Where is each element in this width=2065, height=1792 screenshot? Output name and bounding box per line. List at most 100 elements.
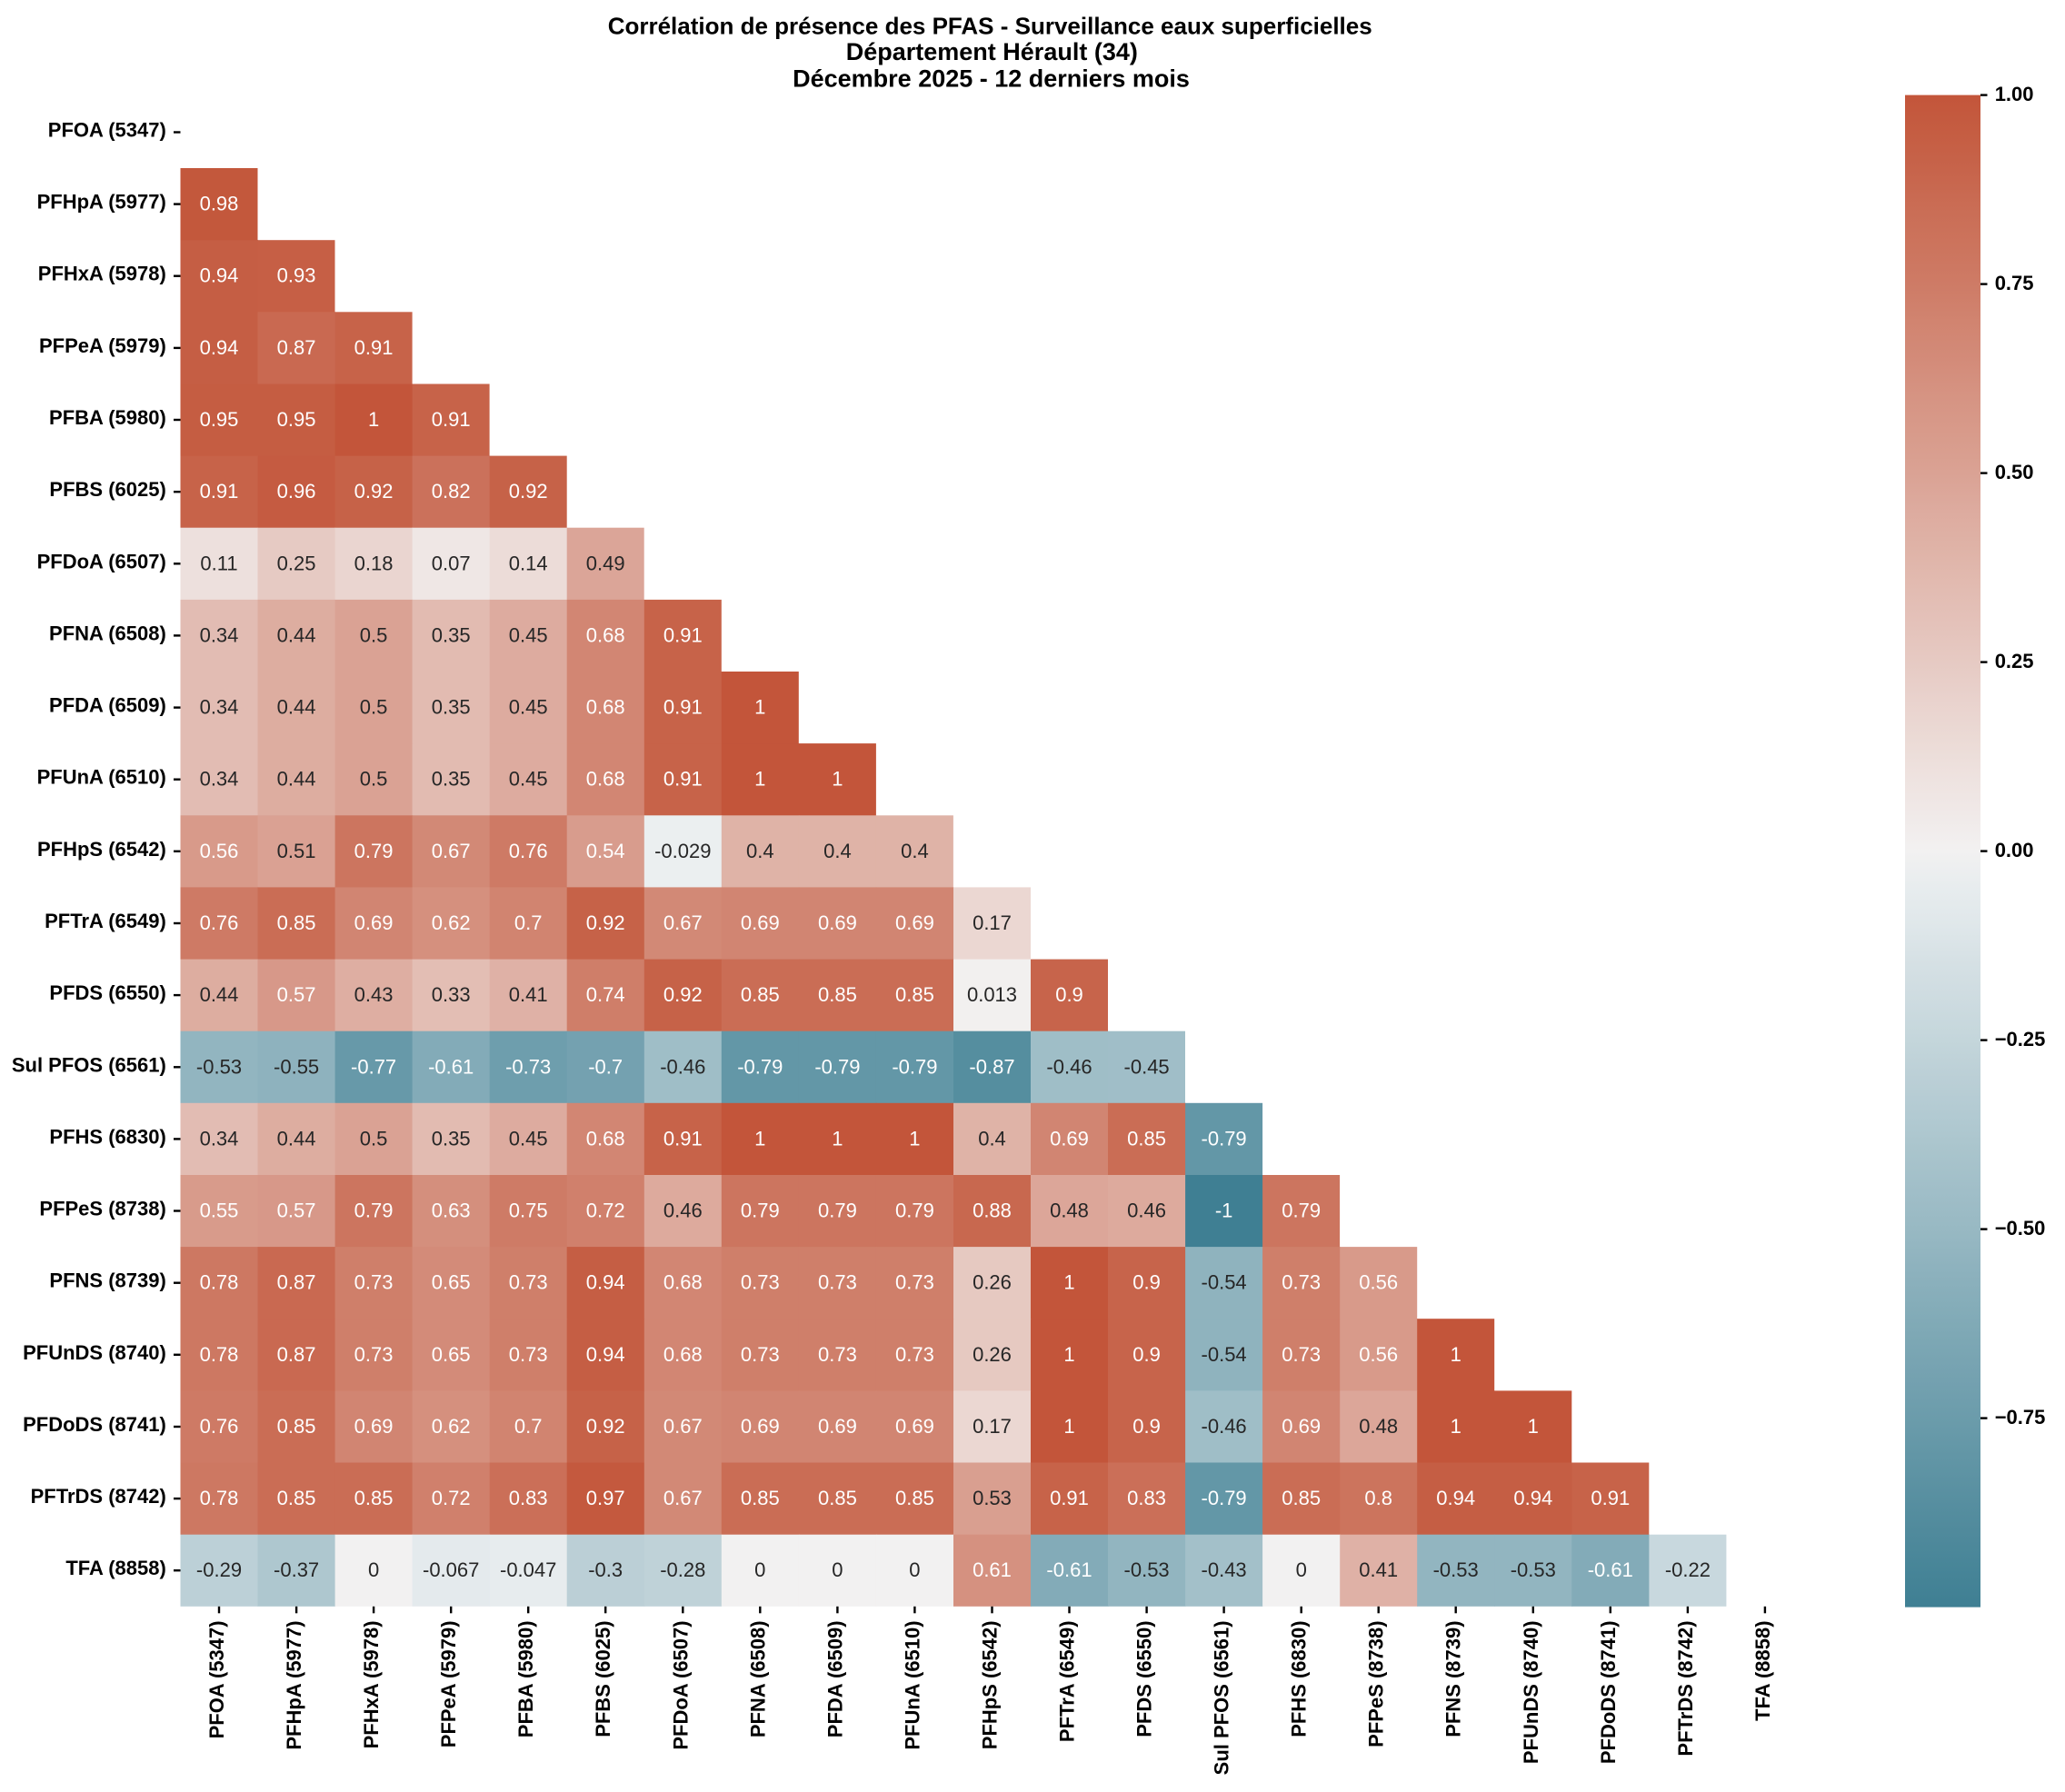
svg-text:0.95: 0.95 [277, 408, 316, 431]
svg-text:0.85: 0.85 [818, 1487, 857, 1509]
svg-text:0.41: 0.41 [1359, 1558, 1398, 1581]
svg-text:PFHS (6830): PFHS (6830) [49, 1125, 165, 1148]
svg-text:0.79: 0.79 [354, 840, 394, 862]
svg-text:0.68: 0.68 [663, 1271, 703, 1294]
svg-text:1: 1 [754, 696, 765, 719]
svg-text:0.68: 0.68 [586, 623, 625, 646]
svg-text:0.85: 0.85 [277, 1415, 316, 1438]
svg-text:0.73: 0.73 [509, 1343, 548, 1366]
svg-text:0.65: 0.65 [432, 1271, 471, 1294]
svg-text:0.73: 0.73 [895, 1271, 934, 1294]
svg-text:0.25: 0.25 [1995, 650, 2034, 672]
svg-text:TFA (8858): TFA (8858) [1751, 1620, 1774, 1720]
svg-text:0.91: 0.91 [663, 768, 703, 791]
svg-text:0.67: 0.67 [663, 1415, 703, 1438]
svg-text:0.18: 0.18 [354, 552, 394, 574]
svg-text:0.87: 0.87 [277, 1271, 316, 1294]
svg-text:0: 0 [909, 1558, 920, 1581]
svg-text:0.78: 0.78 [200, 1271, 239, 1294]
svg-text:0.85: 0.85 [741, 983, 780, 1006]
svg-text:0.91: 0.91 [354, 336, 394, 359]
svg-text:-0.28: -0.28 [660, 1558, 705, 1581]
svg-text:0.55: 0.55 [200, 1200, 239, 1222]
svg-text:0.56: 0.56 [200, 840, 239, 862]
svg-text:1: 1 [832, 768, 843, 791]
svg-text:-0.79: -0.79 [1202, 1487, 1247, 1509]
svg-text:PFHxA (5978): PFHxA (5978) [360, 1620, 383, 1748]
svg-text:0: 0 [832, 1558, 843, 1581]
svg-text:PFUnDS (8740): PFUnDS (8740) [1520, 1620, 1542, 1764]
svg-text:0.69: 0.69 [895, 1415, 934, 1438]
svg-text:0.94: 0.94 [586, 1271, 625, 1294]
svg-text:0.93: 0.93 [277, 264, 316, 287]
svg-text:0.67: 0.67 [432, 840, 471, 862]
svg-text:PFHpA (5977): PFHpA (5977) [283, 1620, 305, 1749]
svg-text:PFHpS (6542): PFHpS (6542) [37, 838, 166, 861]
svg-text:0.69: 0.69 [818, 911, 857, 934]
svg-text:-0.29: -0.29 [196, 1558, 242, 1581]
svg-text:0.17: 0.17 [973, 911, 1012, 934]
svg-text:PFNA (6508): PFNA (6508) [746, 1620, 769, 1737]
svg-text:0.56: 0.56 [1359, 1343, 1398, 1366]
svg-text:-0.79: -0.79 [814, 1055, 860, 1078]
svg-text:0.76: 0.76 [509, 840, 548, 862]
svg-text:0.69: 0.69 [1282, 1415, 1321, 1438]
svg-text:0.9: 0.9 [1132, 1415, 1161, 1438]
svg-text:0.07: 0.07 [432, 552, 471, 574]
svg-text:PFNS (8739): PFNS (8739) [49, 1269, 165, 1292]
svg-text:0.63: 0.63 [432, 1200, 471, 1222]
svg-text:0.41: 0.41 [509, 983, 548, 1006]
svg-text:Sul PFOS (6561): Sul PFOS (6561) [12, 1053, 166, 1076]
svg-text:0.44: 0.44 [200, 983, 239, 1006]
svg-text:PFHxA (5978): PFHxA (5978) [38, 263, 166, 285]
svg-text:0.94: 0.94 [1436, 1487, 1475, 1509]
svg-text:0.87: 0.87 [277, 336, 316, 359]
svg-text:1: 1 [368, 408, 379, 431]
svg-text:PFHpS (6542): PFHpS (6542) [979, 1620, 1002, 1749]
svg-text:0.69: 0.69 [1050, 1127, 1089, 1150]
svg-text:-0.53: -0.53 [1511, 1558, 1556, 1581]
svg-text:0.73: 0.73 [741, 1343, 780, 1366]
svg-text:0.45: 0.45 [509, 1127, 548, 1150]
svg-text:1: 1 [832, 1127, 843, 1150]
svg-text:0.4: 0.4 [823, 840, 852, 862]
svg-text:0.94: 0.94 [586, 1343, 625, 1366]
svg-text:PFDA (6509): PFDA (6509) [49, 694, 166, 717]
svg-text:0.33: 0.33 [432, 983, 471, 1006]
svg-text:0.54: 0.54 [586, 840, 625, 862]
svg-text:1: 1 [754, 768, 765, 791]
svg-text:0.75: 0.75 [1995, 272, 2034, 294]
svg-text:PFBA (5980): PFBA (5980) [49, 406, 166, 429]
svg-text:Sul PFOS (6561): Sul PFOS (6561) [1211, 1620, 1233, 1775]
svg-text:0.00: 0.00 [1995, 839, 2034, 861]
svg-text:PFTrA (6549): PFTrA (6549) [45, 910, 166, 932]
svg-text:-0.54: -0.54 [1202, 1271, 1247, 1294]
svg-text:-0.067: -0.067 [423, 1558, 479, 1581]
svg-text:0.61: 0.61 [973, 1558, 1012, 1581]
svg-text:PFHS (6830): PFHS (6830) [1288, 1620, 1311, 1737]
svg-text:0.73: 0.73 [818, 1343, 857, 1366]
svg-text:-0.047: -0.047 [500, 1558, 556, 1581]
svg-text:-0.61: -0.61 [1588, 1558, 1633, 1581]
svg-text:-0.46: -0.46 [660, 1055, 705, 1078]
svg-text:-0.53: -0.53 [1433, 1558, 1479, 1581]
svg-text:0.85: 0.85 [277, 1487, 316, 1509]
svg-text:0.76: 0.76 [200, 911, 239, 934]
svg-text:PFUnDS (8740): PFUnDS (8740) [23, 1341, 166, 1364]
svg-text:1: 1 [1063, 1271, 1074, 1294]
svg-text:0.91: 0.91 [663, 696, 703, 719]
svg-text:PFDoDS (8741): PFDoDS (8741) [23, 1413, 166, 1436]
svg-text:0.85: 0.85 [818, 983, 857, 1006]
svg-text:0.35: 0.35 [432, 768, 471, 791]
svg-text:PFUnA (6510): PFUnA (6510) [37, 766, 166, 789]
svg-text:0.92: 0.92 [509, 480, 548, 503]
svg-text:0.79: 0.79 [354, 1200, 394, 1222]
svg-text:0.74: 0.74 [586, 983, 625, 1006]
svg-text:1: 1 [909, 1127, 920, 1150]
svg-text:0.8: 0.8 [1364, 1487, 1392, 1509]
svg-text:0.68: 0.68 [586, 1127, 625, 1150]
svg-text:-0.61: -0.61 [428, 1055, 474, 1078]
svg-text:PFTrDS (8742): PFTrDS (8742) [1674, 1620, 1697, 1756]
svg-text:0.69: 0.69 [895, 911, 934, 934]
svg-text:0.14: 0.14 [509, 552, 548, 574]
